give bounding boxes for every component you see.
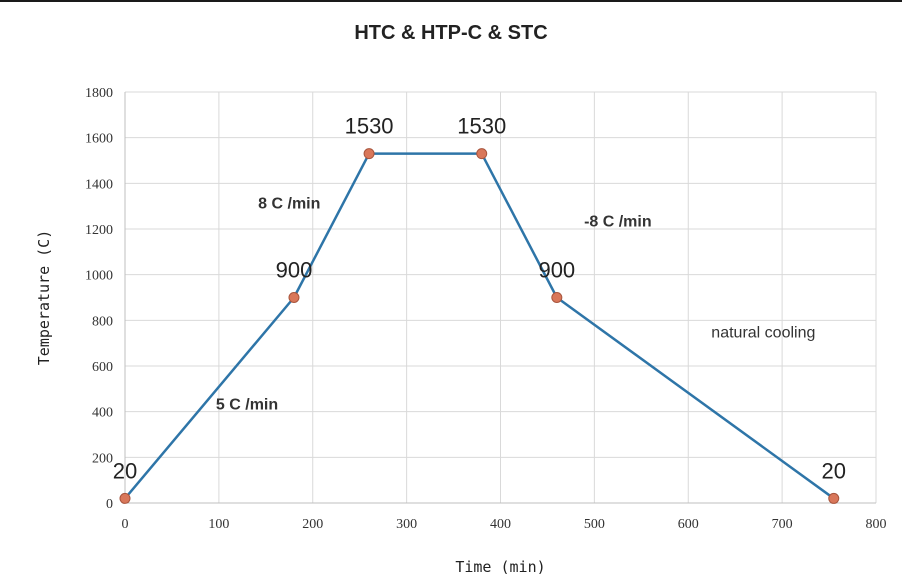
tick-labels: 0 100 200 300 400 500 600 700 800 0 200 400 600 800 10…: [85, 86, 887, 532]
data-point-marker: [828, 492, 840, 504]
point-value-label: 900: [276, 258, 313, 283]
x-tick-label: 100: [208, 517, 229, 532]
y-tick-label: 1000: [85, 269, 113, 284]
top-rule: [0, 0, 902, 2]
point-value-label: 1530: [345, 114, 394, 139]
data-point-marker: [119, 492, 131, 504]
y-tick-label: 0: [106, 497, 113, 512]
rate-annotation: 5 C /min: [216, 396, 278, 413]
point-value-label: 1530: [457, 114, 506, 139]
x-tick-label: 0: [122, 517, 129, 532]
rate-annotation: -8 C /min: [584, 214, 652, 231]
point-value-label: 900: [538, 258, 575, 283]
series-layer: [119, 148, 840, 504]
grid: [125, 91, 877, 503]
y-tick-label: 600: [92, 360, 113, 375]
y-axis-label: Temperature (C): [35, 230, 53, 365]
x-tick-label: 400: [490, 517, 511, 532]
y-tick-label: 1200: [85, 223, 113, 238]
label-layer: 20 900 1530 1530 900 20 5 C /min 8 C /min -8 C /…: [113, 114, 846, 484]
data-point-marker: [476, 148, 488, 160]
rate-annotation: 8 C /min: [258, 195, 320, 212]
series-line: [124, 152, 835, 500]
x-axis-label: Time (min): [455, 558, 545, 576]
x-tick-label: 500: [584, 517, 605, 532]
y-tick-label: 1800: [85, 86, 113, 101]
x-tick-label: 800: [866, 517, 887, 532]
x-tick-label: 200: [302, 517, 323, 532]
x-tick-label: 700: [772, 517, 793, 532]
point-value-label: 20: [113, 458, 137, 483]
y-tick-label: 1600: [85, 132, 113, 147]
y-tick-label: 200: [92, 451, 113, 466]
chart-title: HTC & HTP-C & STC: [354, 22, 548, 44]
y-tick-label: 400: [92, 406, 113, 421]
y-tick-label: 1400: [85, 177, 113, 192]
y-tick-label: 800: [92, 314, 113, 329]
data-point-marker: [288, 292, 300, 303]
point-value-label: 20: [822, 458, 846, 483]
x-tick-label: 300: [396, 517, 417, 532]
note-annotation: natural cooling: [711, 324, 815, 341]
data-point-marker: [363, 148, 375, 160]
data-point-marker: [551, 292, 563, 303]
axes: [124, 92, 876, 504]
x-tick-label: 600: [678, 517, 699, 532]
